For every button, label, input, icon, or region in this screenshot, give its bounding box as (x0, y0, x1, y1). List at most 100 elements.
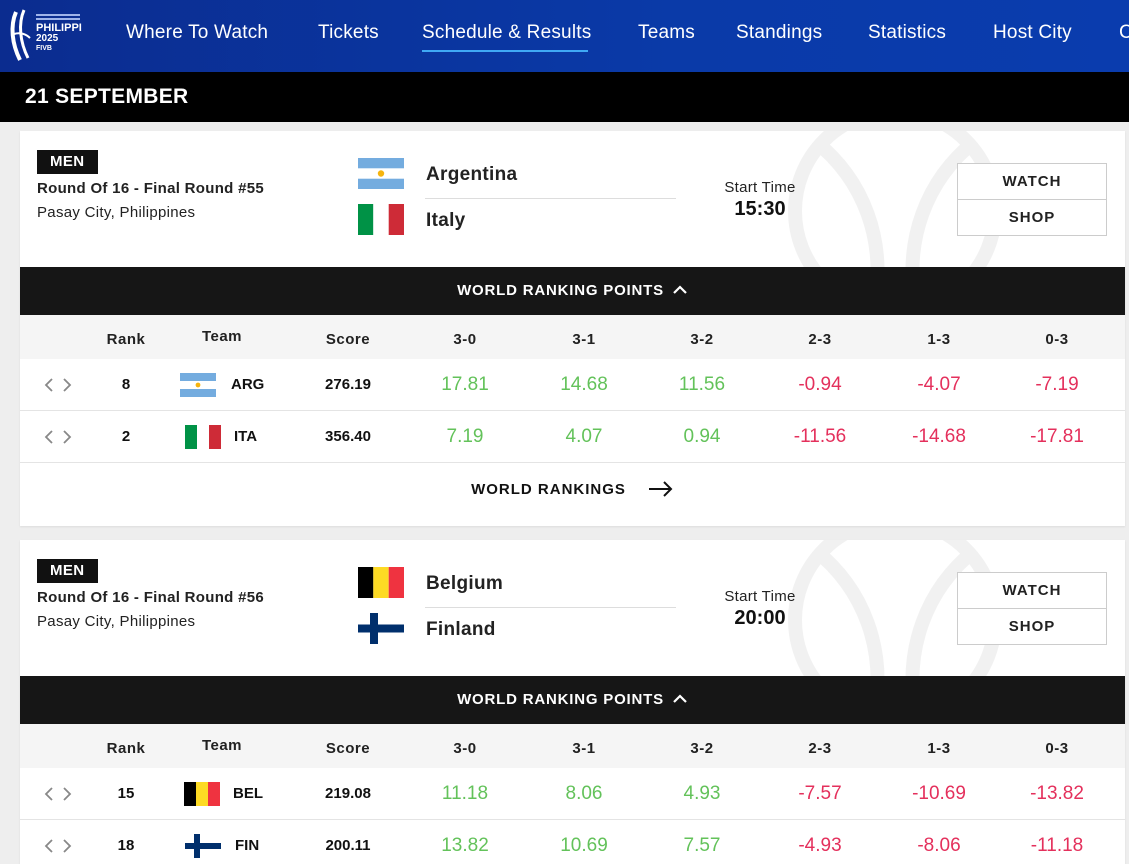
points-2-3: -0.94 (798, 374, 842, 395)
team-divider (425, 198, 676, 199)
col-rank: Rank (106, 331, 146, 348)
venue-label: Pasay City, Philippines (37, 613, 196, 630)
start-time-label: Start Time (724, 179, 796, 196)
team-name: Finland (426, 619, 496, 640)
team-code: ARG (231, 376, 265, 393)
col-3-0: 3-0 (453, 331, 477, 348)
points-3-0: 17.81 (441, 374, 489, 395)
watch-button[interactable]: WATCH (957, 163, 1107, 200)
nav-more-truncated[interactable]: C (1119, 22, 1129, 43)
nav-tickets[interactable]: Tickets (318, 22, 379, 43)
team-name: Italy (426, 210, 466, 231)
points-3-2: 0.94 (683, 426, 721, 447)
italy-flag-icon (358, 204, 404, 235)
argentina-flag-icon (358, 158, 404, 189)
points-1-3: -4.07 (917, 374, 961, 395)
team-away[interactable]: Italy (358, 204, 676, 244)
points-3-0: 11.18 (441, 783, 489, 804)
argentina-flag-icon (180, 373, 216, 397)
prev-next-arrows-icon[interactable] (44, 785, 74, 803)
shop-button[interactable]: SHOP (957, 199, 1107, 236)
shop-button[interactable]: SHOP (957, 608, 1107, 645)
points-0-3: -7.19 (1035, 374, 1079, 395)
nav-teams[interactable]: Teams (638, 22, 695, 43)
start-time: 15:30 (734, 198, 786, 220)
team-home[interactable]: Argentina (358, 158, 676, 198)
points-3-1: 10.69 (560, 835, 608, 856)
world-ranking-points-toggle[interactable]: WORLD RANKING POINTS (20, 676, 1125, 724)
team-code: BEL (233, 785, 263, 802)
col-3-2: 3-2 (690, 740, 714, 757)
category-badge: MEN (37, 559, 98, 583)
table-row: 18 FIN 200.11 13.82 10.69 7.57 -4.93 -8.… (20, 820, 1125, 864)
col-3-0: 3-0 (453, 740, 477, 757)
rank-value: 18 (117, 837, 135, 854)
round-label: Round Of 16 - Final Round #55 (37, 180, 265, 197)
arrow-right-icon (648, 480, 673, 497)
points-3-0: 13.82 (441, 835, 489, 856)
nav-host-city[interactable]: Host City (993, 22, 1072, 43)
nav-standings[interactable]: Standings (736, 22, 823, 43)
rank-value: 15 (117, 785, 135, 802)
championship-logo[interactable]: PHILIPPINES 2025 FIVB (6, 4, 104, 66)
col-3-2: 3-2 (690, 331, 714, 348)
col-0-3: 0-3 (1045, 331, 1069, 348)
team-code: ITA (234, 428, 258, 445)
score-value: 356.40 (325, 428, 371, 445)
svg-text:2025: 2025 (36, 33, 59, 44)
score-value: 200.11 (325, 837, 371, 854)
team-name: Belgium (426, 573, 504, 594)
points-2-3: -4.93 (798, 835, 842, 856)
points-3-0: 7.19 (446, 426, 484, 447)
col-1-3: 1-3 (927, 740, 951, 757)
chevron-up-icon (673, 693, 687, 703)
watch-button[interactable]: WATCH (957, 572, 1107, 609)
round-label: Round Of 16 - Final Round #56 (37, 589, 265, 606)
col-team: Team (201, 737, 243, 754)
prev-next-arrows-icon[interactable] (44, 376, 74, 394)
col-2-3: 2-3 (808, 331, 832, 348)
col-score: Score (325, 740, 371, 757)
points-0-3: -11.18 (1030, 835, 1084, 856)
rank-value: 2 (121, 428, 131, 445)
nav-schedule-results[interactable]: Schedule & Results (422, 22, 592, 52)
col-3-1: 3-1 (572, 740, 596, 757)
start-time: 20:00 (734, 607, 786, 629)
ranking-table-header: Rank Team Score 3-0 3-1 3-2 2-3 1-3 0-3 (20, 315, 1125, 359)
points-2-3: -11.56 (793, 426, 847, 447)
ranking-table-header: Rank Team Score 3-0 3-1 3-2 2-3 1-3 0-3 (20, 724, 1125, 768)
team-away[interactable]: Finland (358, 613, 676, 653)
wrp-label: WORLD RANKING POINTS (457, 691, 664, 708)
category-badge: MEN (37, 150, 98, 174)
score-value: 276.19 (325, 376, 371, 393)
match-card: MEN Round Of 16 - Final Round #56 Pasay … (20, 540, 1125, 864)
rank-value: 8 (121, 376, 131, 393)
col-3-1: 3-1 (572, 331, 596, 348)
table-row: 15 BEL 219.08 11.18 8.06 4.93 -7.57 -10.… (20, 768, 1125, 820)
score-value: 219.08 (325, 785, 371, 802)
points-1-3: -8.06 (917, 835, 961, 856)
world-ranking-points-toggle[interactable]: WORLD RANKING POINTS (20, 267, 1125, 315)
top-nav: PHILIPPINES 2025 FIVB Where To Watch Tic… (0, 0, 1129, 72)
col-rank: Rank (106, 740, 146, 757)
nav-where-to-watch[interactable]: Where To Watch (126, 22, 269, 43)
prev-next-arrows-icon[interactable] (44, 837, 74, 855)
points-1-3: -14.68 (912, 426, 966, 447)
prev-next-arrows-icon[interactable] (44, 428, 74, 446)
col-0-3: 0-3 (1045, 740, 1069, 757)
team-home[interactable]: Belgium (358, 567, 676, 607)
team-divider (425, 607, 676, 608)
belgium-flag-icon (358, 567, 404, 598)
world-rankings-label: WORLD RANKINGS (471, 481, 626, 498)
italy-flag-icon (185, 425, 221, 449)
col-team: Team (201, 328, 243, 345)
points-3-2: 7.57 (683, 835, 721, 856)
table-row: 8 ARG 276.19 17.81 14.68 11.56 -0.94 -4.… (20, 359, 1125, 411)
team-code: FIN (235, 837, 260, 854)
points-3-1: 14.68 (560, 374, 608, 395)
nav-statistics[interactable]: Statistics (868, 22, 947, 43)
date-header-bar: 21 SEPTEMBER (0, 72, 1129, 122)
col-score: Score (325, 331, 371, 348)
world-rankings-link[interactable]: WORLD RANKINGS (20, 480, 1125, 498)
points-0-3: -13.82 (1030, 783, 1084, 804)
